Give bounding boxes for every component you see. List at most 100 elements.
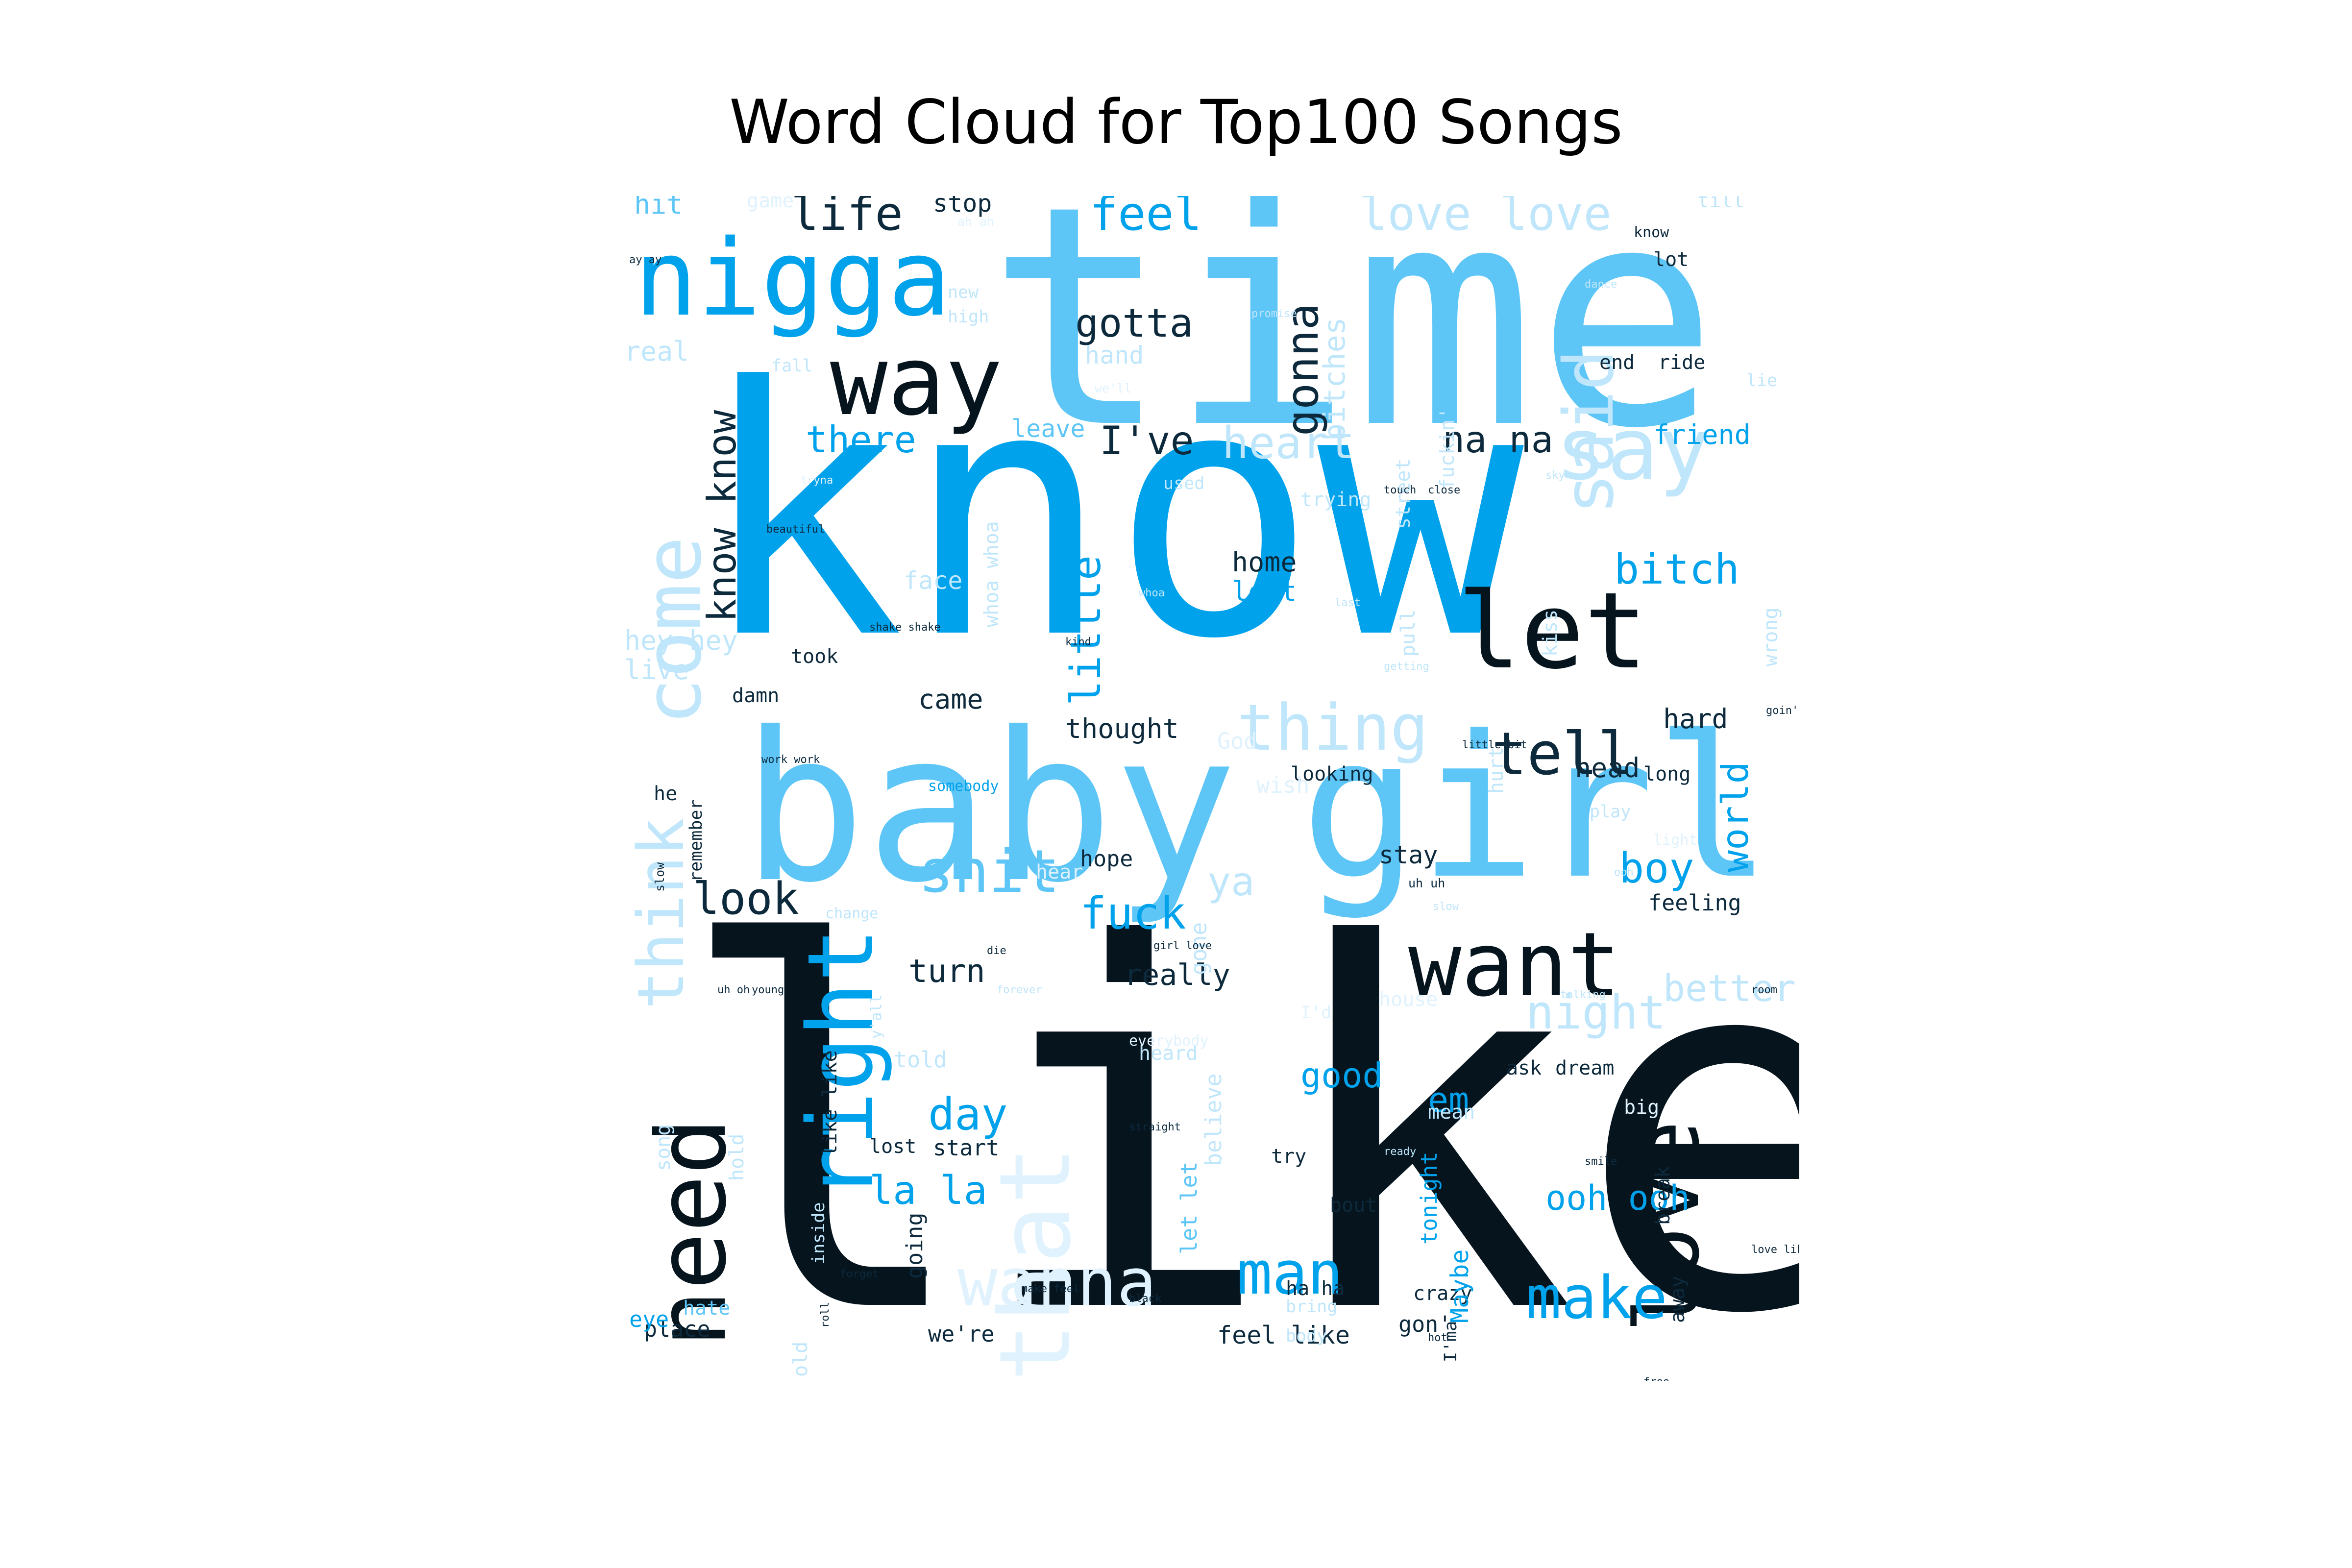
cloud-word: work work — [761, 754, 820, 766]
cloud-word: song — [652, 1124, 675, 1171]
cloud-word: hand — [1085, 341, 1144, 369]
cloud-word: friend — [1653, 419, 1751, 450]
cloud-word: we're — [928, 1321, 995, 1347]
cloud-word: I'd — [1300, 1003, 1332, 1023]
cloud-word: gon' — [1398, 1311, 1452, 1337]
cloud-word: free — [1643, 1377, 1669, 1381]
cloud-word: sky — [1545, 469, 1565, 482]
cloud-word: long — [1643, 763, 1691, 785]
cloud-word: little — [1062, 555, 1110, 706]
cloud-word: old — [789, 1341, 812, 1377]
cloud-word: die — [987, 945, 1006, 957]
cloud-word: life — [791, 196, 903, 241]
cloud-word: straight — [1129, 1121, 1181, 1133]
cloud-word: make feel — [1021, 1283, 1080, 1295]
cloud-word: hit — [634, 196, 683, 220]
cloud-word: eye — [629, 1306, 669, 1332]
cloud-word: love like — [1751, 1244, 1799, 1256]
cloud-word: forever — [997, 984, 1042, 996]
cloud-word: crazy — [1413, 1282, 1472, 1305]
cloud-word: stop — [933, 196, 992, 218]
cloud-word: break — [1652, 1166, 1674, 1225]
cloud-word: end — [1599, 351, 1635, 374]
cloud-word: damn — [732, 685, 780, 707]
cloud-word: make — [1526, 1264, 1667, 1332]
cloud-word: ooh — [1614, 866, 1634, 879]
cloud-word: hard — [1663, 703, 1728, 735]
cloud-word: I've — [1100, 418, 1194, 464]
cloud-word: ride — [1658, 351, 1706, 374]
cloud-word: light — [1653, 832, 1698, 849]
cloud-word: room — [1751, 984, 1777, 996]
cloud-word: shit — [918, 838, 1060, 906]
cloud-word: bout — [1330, 1194, 1377, 1217]
cloud-word: look — [693, 873, 799, 925]
cloud-word: love love — [1359, 196, 1612, 241]
cloud-word: hurt — [1485, 746, 1508, 794]
cloud-word: Maybe — [1446, 1249, 1474, 1323]
cloud-word: told — [894, 1047, 947, 1073]
cloud-word: inside — [809, 1202, 829, 1264]
cloud-word: close — [1428, 484, 1461, 496]
cloud-word: left — [1232, 576, 1297, 607]
chart-title: Word Cloud for Top100 Songs — [729, 87, 1623, 158]
cloud-word: talking — [1560, 989, 1606, 1001]
cloud-word: ready — [1384, 1146, 1417, 1158]
cloud-word: kind — [1065, 636, 1091, 648]
cloud-word: lot — [1653, 248, 1689, 271]
cloud-word: ask — [1506, 1057, 1542, 1079]
cloud-word: gotta — [1075, 300, 1193, 346]
cloud-word: place — [644, 1316, 710, 1342]
cloud-word: wish — [1256, 772, 1310, 798]
cloud-word: big — [1624, 1096, 1660, 1119]
cloud-word: away — [1666, 1275, 1689, 1323]
word-cloud: like know time baby girl nigga way let want need l… — [614, 196, 1799, 1381]
cloud-word: man — [1237, 1240, 1343, 1308]
cloud-word: ah ah — [957, 215, 995, 229]
cloud-word: na na — [1443, 418, 1553, 461]
cloud-word: know — [698, 315, 1524, 714]
cloud-word: say — [1555, 400, 1711, 499]
cloud-word: game — [747, 196, 794, 212]
cloud-word: black — [1129, 1293, 1162, 1305]
cloud-word: girl — [1300, 694, 1773, 922]
cloud-word: really — [1124, 958, 1230, 992]
cloud-word: dream — [1555, 1057, 1615, 1079]
cloud-word: thing — [1237, 690, 1429, 765]
cloud-word: uh uh — [1408, 876, 1446, 890]
cloud-word: feel — [1090, 196, 1202, 241]
cloud-word: try — [1271, 1145, 1307, 1168]
cloud-word: getting — [1384, 661, 1429, 673]
cloud-word: la la — [869, 1168, 987, 1213]
cloud-word: stay — [1379, 841, 1438, 869]
cloud-word: going — [902, 1212, 928, 1279]
cloud-word: beautiful — [766, 523, 825, 536]
cloud-word: slow — [1433, 901, 1459, 913]
cloud-word: young — [752, 984, 784, 996]
cloud-word: ya — [1207, 859, 1255, 905]
cloud-word: nigga — [634, 217, 952, 340]
cloud-word: change — [825, 905, 879, 922]
cloud-word: remember — [686, 799, 706, 882]
cloud-word: tryna — [801, 474, 833, 487]
cloud-word: night — [1526, 986, 1666, 1040]
cloud-word: fuckin' — [1436, 407, 1459, 490]
cloud-word: girl love — [1153, 940, 1212, 952]
cloud-word: hot — [1428, 1332, 1447, 1344]
cloud-word: slow — [653, 862, 667, 892]
cloud-word: start — [933, 1135, 1000, 1161]
cloud-word: tonight — [1416, 1152, 1442, 1245]
cloud-word: lie — [1746, 371, 1778, 391]
cloud-word: head — [1575, 752, 1640, 784]
cloud-word: he — [654, 783, 678, 805]
cloud-word: fuck — [1080, 888, 1186, 939]
cloud-word: uh oh — [717, 984, 750, 996]
cloud-word: everybody — [1129, 1032, 1209, 1050]
cloud-word: know — [1634, 224, 1669, 241]
cloud-word: roll — [819, 1302, 832, 1328]
cloud-word: promise — [1251, 308, 1297, 320]
cloud-word: goin' — [1766, 705, 1799, 717]
cloud-word: looking — [1291, 763, 1373, 785]
cloud-word: lost — [869, 1135, 917, 1158]
cloud-word: feeling — [1648, 890, 1741, 916]
